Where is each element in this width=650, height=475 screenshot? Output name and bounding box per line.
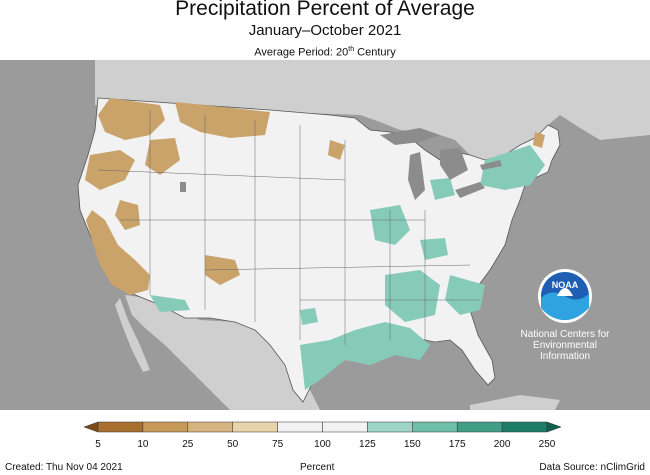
- lake-ontario: [480, 160, 502, 170]
- dry-area-nevada: [115, 200, 140, 230]
- cuba-landmass: [470, 395, 560, 410]
- legend-tick-label: 25: [182, 439, 194, 450]
- legend-tick-label: 175: [449, 439, 466, 450]
- baja-peninsula: [115, 298, 150, 372]
- map-subtitle: January–October 2021: [248, 22, 402, 39]
- noaa-logo: NOAA: [538, 269, 592, 323]
- legend-swatch: [456, 421, 503, 433]
- legend-tick-label: 125: [359, 439, 376, 450]
- legend-tick-label: 75: [272, 439, 284, 450]
- wet-area-ohio: [420, 238, 448, 260]
- dry-area-california: [86, 210, 150, 295]
- title-block: Precipitation Percent of Average January…: [0, 0, 650, 60]
- legend-tick-label: 10: [137, 439, 149, 450]
- wet-area-michigan: [430, 178, 455, 200]
- legend-tick-label: 100: [314, 439, 331, 450]
- legend-swatch: [412, 421, 458, 433]
- legend-swatch: [277, 421, 323, 433]
- lake-superior: [380, 128, 440, 145]
- canada-landmass: [95, 60, 650, 160]
- data-source: Data Source: nClimGrid: [539, 462, 645, 473]
- legend-swatch: [232, 421, 278, 433]
- mexico-landmass: [125, 295, 320, 410]
- great-salt-lake: [180, 182, 186, 192]
- noaa-logo-text: NOAA: [552, 280, 579, 290]
- wet-area-northeast: [480, 145, 545, 190]
- legend-arrow-high: [546, 421, 562, 433]
- dry-area-oregon: [85, 150, 135, 190]
- precipitation-map: [0, 60, 650, 410]
- dry-areas: [85, 98, 545, 295]
- org-name-line1: National Centers for: [520, 329, 610, 340]
- org-name-line2: Environmental: [533, 340, 597, 351]
- wet-area-tennessee-valley: [385, 270, 440, 322]
- legend: 5 10 25 50 75 100 125 150 175 200 250: [83, 421, 562, 450]
- wet-area-arizona: [150, 295, 190, 312]
- legend-tick-label: 250: [539, 439, 556, 450]
- legend-swatch: [367, 421, 413, 433]
- lake-huron: [440, 148, 468, 180]
- dry-area-idaho: [145, 138, 180, 175]
- dry-area-montana: [175, 102, 270, 138]
- created-date: Created: Thu Nov 04 2021: [5, 462, 123, 473]
- dry-area-maine: [533, 132, 545, 148]
- average-period-text: Average Period: 20: [254, 46, 349, 59]
- map-title: Precipitation Percent of Average: [175, 0, 475, 20]
- noaa-logo-block: NOAA National Centers for Environmental …: [515, 268, 615, 362]
- legend-swatch: [322, 421, 368, 433]
- legend-title: Percent: [300, 462, 335, 473]
- legend-swatch: [187, 421, 233, 433]
- wet-area-gulf-coast: [300, 322, 430, 390]
- legend-tick-label: 5: [95, 439, 101, 450]
- legend-swatch: [142, 421, 189, 433]
- wet-areas: [150, 145, 545, 390]
- average-period-suffix: Century: [354, 46, 396, 59]
- legend-tick-label: 200: [494, 439, 511, 450]
- wet-area-texas: [300, 308, 318, 325]
- state-boundaries: [97, 110, 480, 345]
- wet-area-mid-atlantic: [445, 275, 485, 315]
- average-period-sup: th: [348, 46, 355, 53]
- average-period: Average Period: 20th Century: [0, 43, 650, 60]
- lake-erie: [455, 182, 485, 198]
- legend-swatch: [501, 421, 548, 433]
- org-name-line3: Information: [539, 351, 591, 362]
- legend-tick-label: 50: [227, 439, 239, 450]
- dry-area-minnesota: [328, 140, 345, 160]
- legend-swatch: [97, 421, 144, 433]
- legend-tick-label: 150: [404, 439, 421, 450]
- dry-area-northwest: [98, 98, 165, 140]
- dry-area-southwest: [205, 255, 240, 285]
- great-lakes: [180, 128, 502, 200]
- lake-michigan: [408, 152, 425, 200]
- legend-arrow-low: [83, 421, 99, 433]
